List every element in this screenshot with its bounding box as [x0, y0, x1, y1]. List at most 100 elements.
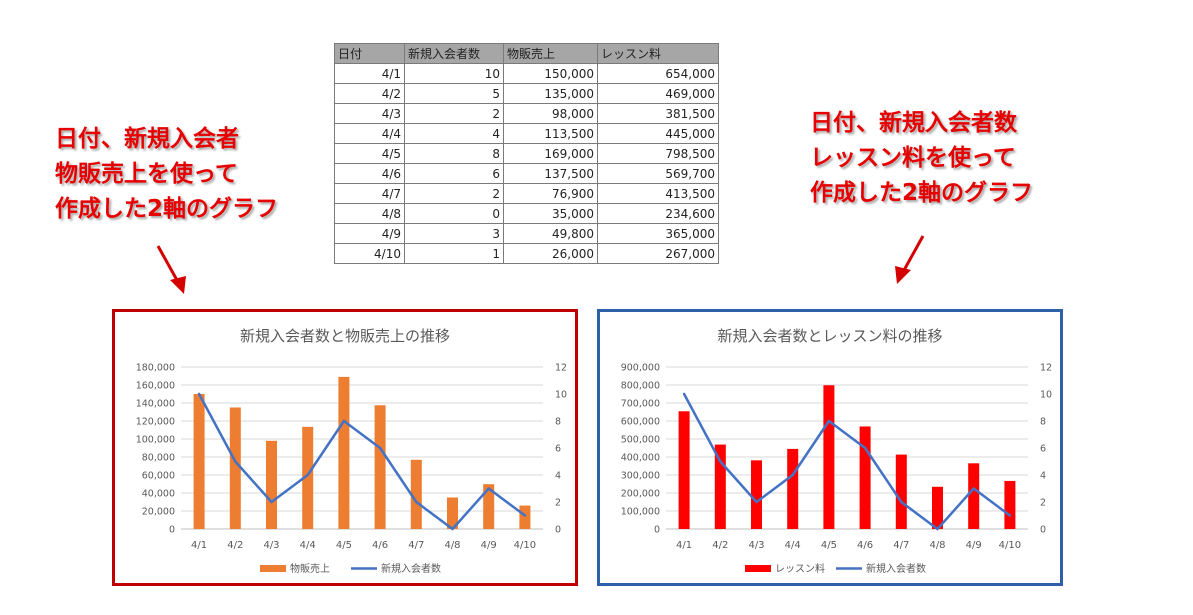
line-point [270, 500, 273, 504]
table-header-row: 日付 新規入会者数 物販売上 レッスン料 [334, 43, 719, 64]
line-point [451, 527, 454, 531]
y2-tick-label: 12 [555, 363, 567, 374]
table-cell: 4/7 [334, 183, 405, 204]
table-cell: 6 [404, 163, 504, 184]
table-cell: 5 [404, 83, 504, 104]
bar [714, 444, 726, 529]
line-point [755, 500, 758, 504]
x-tick-label: 4/3 [263, 540, 279, 551]
y2-tick-label: 0 [555, 525, 561, 536]
arrow-right-icon [895, 235, 925, 284]
table-cell: 49,800 [503, 223, 598, 244]
chart-left-frame: 新規入会者数と物販売上の推移 0 20,000 40,000 60,000 80,000 1… [112, 309, 578, 586]
header-date: 日付 [334, 43, 405, 64]
x-tick-label: 4/2 [712, 540, 728, 551]
y-tick-label: 600,000 [621, 417, 660, 428]
y-tick-label: 900,000 [621, 363, 660, 374]
x-tick-label: 4/10 [514, 540, 536, 551]
table-cell: 381,500 [597, 103, 719, 124]
table-row: 4/2 5 135,000 469,000 [334, 83, 719, 104]
y-tick-label: 500,000 [621, 435, 660, 446]
y2-tick-label: 8 [555, 417, 561, 428]
table-cell: 26,000 [503, 243, 598, 264]
header-lesson-fee: レッスン料 [597, 43, 719, 64]
table-cell: 35,000 [503, 203, 598, 224]
bar [447, 497, 458, 529]
table-cell: 76,900 [503, 183, 598, 204]
x-tick-label: 4/1 [191, 540, 207, 551]
series-line [682, 392, 1012, 531]
table-cell: 98,000 [503, 103, 598, 124]
y-tick-label: 80,000 [142, 453, 175, 464]
line-point [936, 527, 939, 531]
table-cell: 798,500 [597, 143, 719, 164]
line-point [234, 460, 237, 463]
table-cell: 469,000 [597, 83, 719, 104]
x-tick-label: 4/7 [893, 540, 909, 551]
y2-tick-label: 4 [1040, 471, 1046, 482]
table-row: 4/7 2 76,900 413,500 [334, 183, 719, 204]
table-cell: 113,500 [503, 123, 598, 144]
table-cell: 1 [404, 243, 504, 264]
table-cell: 2 [404, 103, 504, 124]
annotation-right: 日付、新規入会者数 レッスン料を使って 作成した2軸のグラフ [810, 106, 1033, 211]
annotation-right-line: 作成した2軸のグラフ [810, 180, 1034, 206]
bar [1004, 480, 1016, 529]
bar [483, 484, 495, 529]
table-row: 4/4 4 113,500 445,000 [334, 123, 719, 144]
x-tick-label: 4/7 [408, 540, 424, 551]
y2-tick-label: 2 [555, 498, 561, 509]
bar [823, 385, 835, 529]
table-row: 4/3 2 98,000 381,500 [334, 103, 719, 124]
x-tick-label: 4/9 [481, 540, 497, 551]
table-cell: 4/6 [334, 163, 405, 184]
bar [859, 426, 871, 529]
chart-title: 新規入会者数とレッスン料の推移 [717, 327, 942, 345]
data-table: 日付 新規入会者数 物販売上 レッスン料 4/1 10 150,000 654,000… [334, 43, 719, 264]
annotation-left-line: 日付、新規入会者 [55, 126, 239, 152]
bar [751, 460, 762, 529]
table-cell: 3 [404, 223, 504, 244]
line-point [523, 514, 527, 517]
bar [678, 411, 690, 529]
legend-swatch-bar [745, 565, 771, 572]
x-tick-label: 4/1 [676, 540, 692, 551]
x-tick-label: 4/8 [444, 540, 460, 551]
chart-right-frame: 新規入会者数とレッスン料の推移 0 100,000 200,000 300,000 400… [597, 309, 1063, 586]
bar [968, 463, 980, 529]
y-tick-label: 160,000 [136, 381, 175, 392]
y-tick-label: 0 [654, 525, 660, 536]
y-tick-label: 100,000 [621, 507, 660, 518]
y-tick-label: 120,000 [136, 417, 175, 428]
y-tick-label: 0 [169, 525, 175, 536]
table-cell: 4/10 [334, 243, 405, 264]
line-point [791, 473, 794, 477]
table-cell: 10 [404, 63, 504, 84]
y-tick-label: 20,000 [142, 507, 175, 518]
bar [932, 486, 943, 529]
annotation-right-line: 日付、新規入会者数 [810, 110, 1017, 136]
line-point [415, 500, 418, 504]
legend-label: レッスン料 [775, 562, 825, 575]
table-row: 4/5 8 169,000 798,500 [334, 143, 719, 164]
table-cell: 234,600 [597, 203, 719, 224]
y-tick-label: 200,000 [621, 489, 660, 500]
table-cell: 8 [404, 143, 504, 164]
chart-title: 新規入会者数と物販売上の推移 [240, 327, 450, 345]
table-cell: 4/5 [334, 143, 405, 164]
table-cell: 365,000 [597, 223, 719, 244]
chart-lesson-fee: 新規入会者数とレッスン料の推移 0 100,000 200,000 300,000 400… [621, 327, 1052, 575]
y2-tick-label: 4 [555, 471, 561, 482]
line-point [342, 419, 346, 423]
line-point [719, 460, 722, 463]
bar [302, 426, 314, 529]
y2-tick-label: 12 [1040, 363, 1052, 374]
x-tick-label: 4/4 [300, 540, 316, 551]
arrow-left-icon [156, 245, 186, 294]
table-row: 4/1 10 150,000 654,000 [334, 63, 719, 84]
y-tick-label: 700,000 [621, 399, 660, 410]
table-cell: 4 [404, 123, 504, 144]
x-tick-label: 4/2 [227, 540, 243, 551]
x-tick-label: 4/6 [372, 540, 388, 551]
annotation-right-line: レッスン料を使って [810, 145, 1016, 171]
